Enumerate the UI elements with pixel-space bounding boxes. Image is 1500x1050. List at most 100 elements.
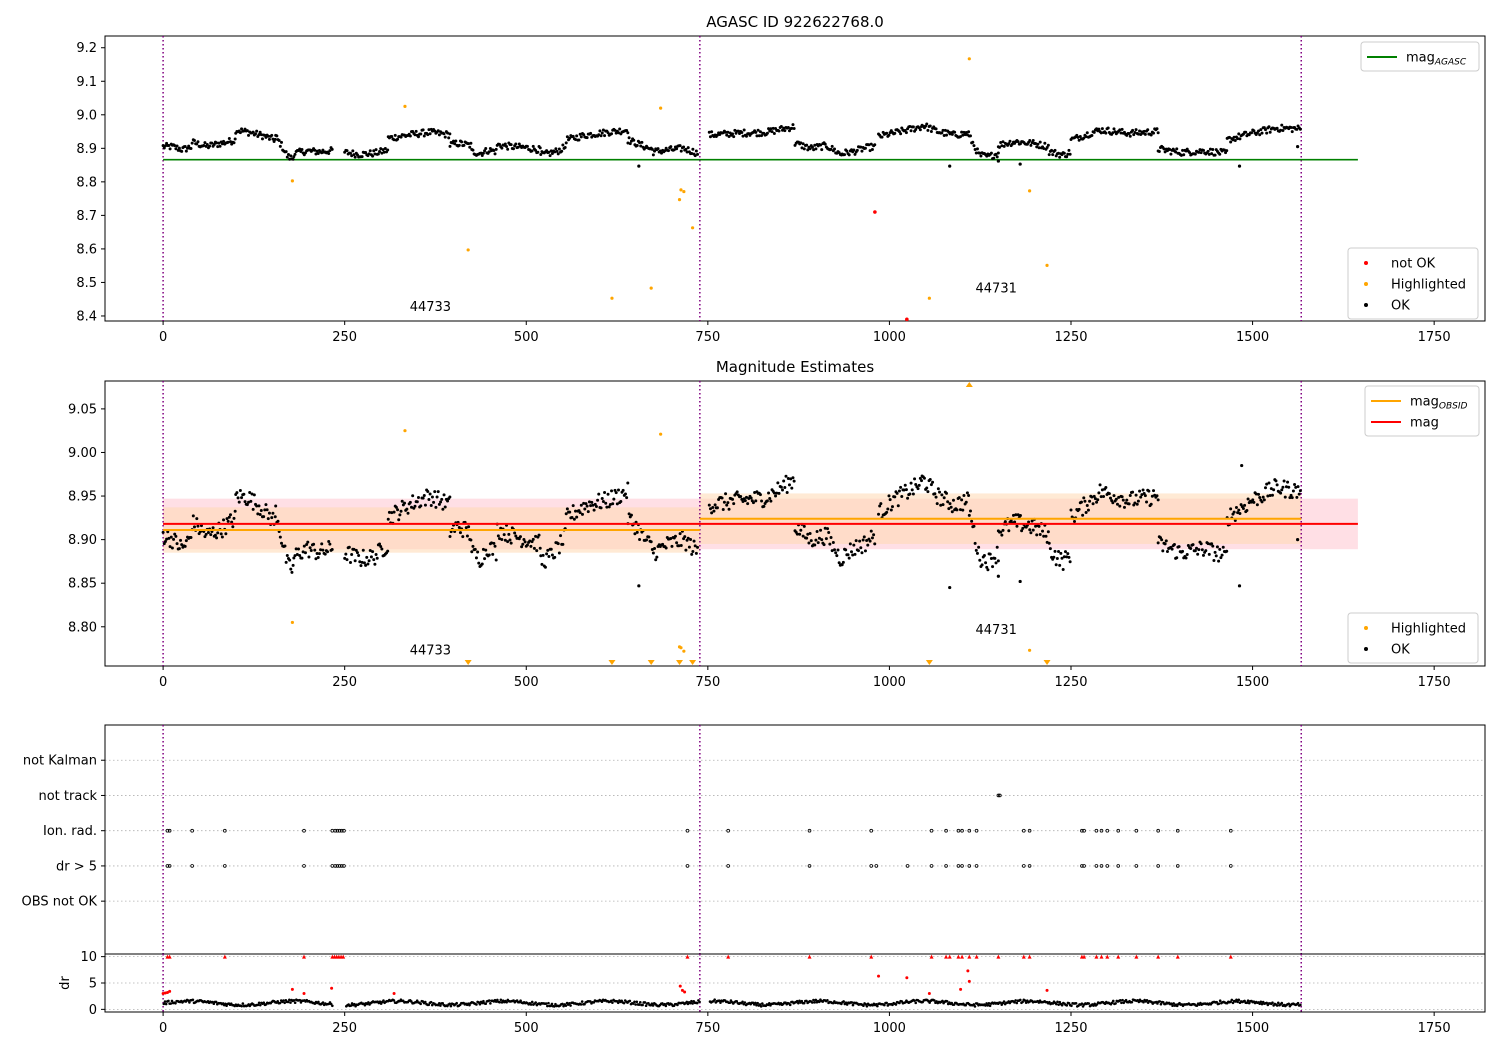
estimates-ok-point xyxy=(293,554,297,558)
estimates-ok-point xyxy=(289,567,293,571)
estimates-ok-point xyxy=(583,507,587,511)
dr-point xyxy=(1271,1001,1274,1004)
estimates-ok-point xyxy=(1072,519,1076,523)
agasc-ok-point xyxy=(684,147,688,151)
flags-flag-marker xyxy=(1082,828,1086,833)
agasc-ok-point xyxy=(598,129,602,133)
estimates-ok-point xyxy=(235,491,239,495)
agasc-ok-point xyxy=(238,131,242,135)
estimates-ok-point xyxy=(844,548,848,552)
agasc-ok-point xyxy=(860,149,864,153)
estimates-ok-point xyxy=(259,508,263,512)
agasc-ok-point xyxy=(768,129,772,133)
estimates-ok-point xyxy=(809,539,813,543)
agasc-ok-point xyxy=(293,152,297,156)
estimates-ok-point xyxy=(760,499,764,503)
estimates-ok-point xyxy=(831,541,835,545)
estimates-ok-point xyxy=(433,490,437,494)
estimates-ok-point xyxy=(994,561,998,565)
estimates-ok-point xyxy=(203,535,207,539)
estimates-ok-point xyxy=(909,481,913,485)
agasc-x-tick-label: 1250 xyxy=(1054,330,1087,345)
agasc-ok-point xyxy=(787,129,791,133)
agasc-ok-point xyxy=(416,135,420,139)
agasc-ok-point xyxy=(561,143,565,147)
agasc-ok-point xyxy=(999,141,1003,145)
estimates-ok-point xyxy=(896,504,900,508)
agasc-ok-point xyxy=(330,147,334,151)
agasc-ok-point xyxy=(210,141,214,145)
flags-flag-marker xyxy=(869,828,874,833)
estimates-ok-point xyxy=(1204,549,1208,553)
dr-point xyxy=(883,1003,886,1007)
dr-point xyxy=(1013,1001,1016,1004)
agasc-ok-point xyxy=(1106,126,1110,130)
estimates-highlighted-point xyxy=(403,429,407,433)
estimates-ok-point xyxy=(1195,546,1199,550)
dr-point xyxy=(499,998,503,1002)
agasc-ok-point xyxy=(887,133,891,137)
agasc-ok-point xyxy=(1280,123,1284,127)
dr-clipped-marker xyxy=(222,954,227,959)
estimates-ok-point xyxy=(590,500,594,504)
agasc-ok-point xyxy=(1028,138,1032,142)
estimates-ok-point xyxy=(1122,505,1126,509)
agasc-ok-point xyxy=(678,144,682,148)
estimates-ok-point xyxy=(586,510,590,514)
agasc-x-tick-label: 1750 xyxy=(1418,330,1451,345)
estimates-ok-point xyxy=(355,551,359,555)
flags-flag-marker xyxy=(956,864,961,868)
estimates-ok-point xyxy=(276,519,280,523)
dr-point xyxy=(1081,1005,1085,1008)
flags-y-tick-label: OBS not OK xyxy=(22,895,98,910)
estimates-ok-point xyxy=(359,564,363,568)
agasc-ok-point xyxy=(1227,135,1231,139)
estimates-ok-point xyxy=(1284,485,1288,489)
agasc-ok-point xyxy=(267,137,271,141)
flags-flag-marker xyxy=(960,864,964,868)
estimates-ok-point xyxy=(192,525,196,529)
dr-point xyxy=(286,1000,290,1004)
flags-flag-marker xyxy=(1094,864,1099,868)
flags-flag-marker xyxy=(167,828,172,833)
estimates-ok-point xyxy=(252,493,256,497)
estimates-offscale-marker-down xyxy=(925,660,933,665)
estimates-ok-point xyxy=(675,541,679,545)
agasc-ok-point xyxy=(791,123,795,127)
dr-point xyxy=(283,1001,286,1005)
estimates-ok-point xyxy=(423,503,427,507)
agasc-ok-point xyxy=(426,133,430,137)
estimates-ok-point xyxy=(928,477,932,481)
estimates-ok-point xyxy=(1156,541,1160,545)
flags-flag-marker xyxy=(1228,828,1233,833)
estimates-ok-point xyxy=(327,540,331,544)
dr-point xyxy=(1014,999,1017,1002)
agasc-ok-point xyxy=(379,147,383,151)
dr-point xyxy=(650,1002,654,1005)
estimates-ok-point xyxy=(684,548,688,552)
estimates-ok-point xyxy=(1034,524,1038,528)
dr-x-tick-label: 0 xyxy=(159,1021,167,1036)
agasc-ok-point xyxy=(1100,127,1104,131)
agasc-ok-point xyxy=(492,149,496,153)
dr-point xyxy=(758,1003,762,1006)
estimates-offscale-marker-down xyxy=(608,660,616,665)
estimates-ok-point xyxy=(982,554,986,558)
agasc-ok-point xyxy=(1236,137,1240,141)
dr-point xyxy=(1265,1001,1268,1005)
estimates-ok-point xyxy=(817,536,821,540)
agasc-ok-point xyxy=(266,134,270,138)
estimates-ok-point xyxy=(673,534,677,538)
agasc-ok-point xyxy=(275,134,279,138)
agasc-ok-point xyxy=(168,147,172,151)
agasc-ok-point xyxy=(217,141,221,145)
agasc-ok-point xyxy=(880,135,884,139)
agasc-ok-point xyxy=(1193,152,1197,156)
agasc-ok-point xyxy=(945,133,949,137)
estimates-ok-point xyxy=(302,544,306,548)
agasc-ok-point xyxy=(1296,145,1300,149)
estimates-ok-point xyxy=(184,539,188,543)
flags-flag-marker xyxy=(726,828,730,833)
agasc-ok-point xyxy=(823,142,827,146)
estimates-ok-point xyxy=(978,558,982,562)
